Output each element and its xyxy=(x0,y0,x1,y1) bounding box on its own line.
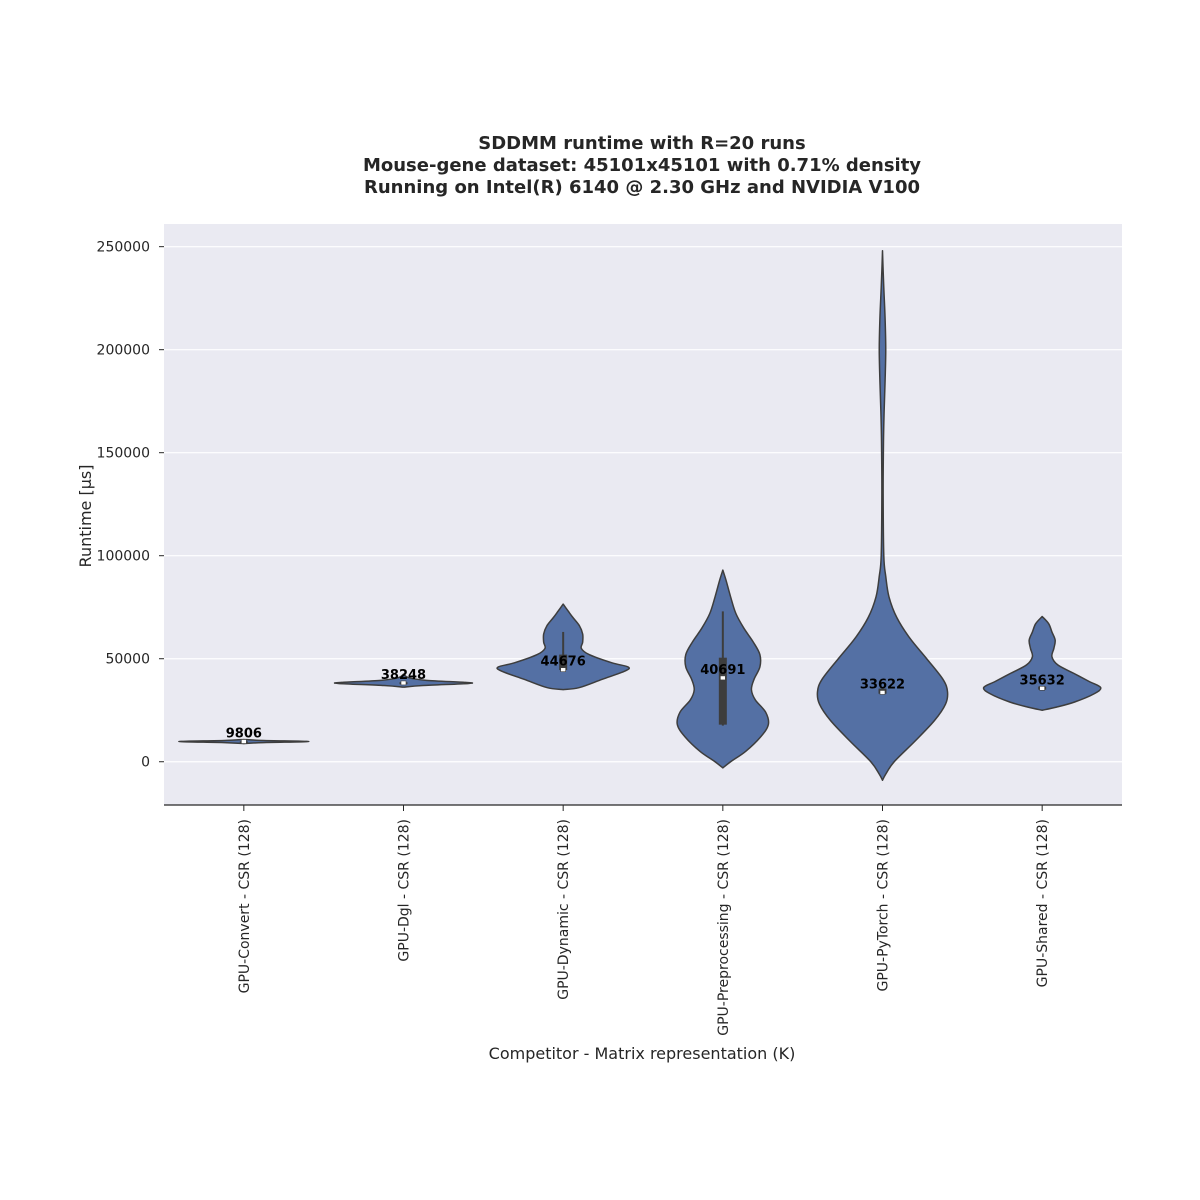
y-axis-label: Runtime [µs] xyxy=(76,465,95,568)
plot-area xyxy=(164,224,1122,805)
y-tick-label: 50000 xyxy=(105,652,150,668)
chart-title-line-1: SDDMM runtime with R=20 runs xyxy=(478,133,805,154)
median-value-label: 9806 xyxy=(226,727,262,742)
chart-title-line-3: Running on Intel(R) 6140 @ 2.30 GHz and … xyxy=(364,177,920,198)
y-tick-label: 250000 xyxy=(97,240,150,256)
median-marker xyxy=(241,739,247,744)
median-marker xyxy=(720,675,726,681)
median-marker xyxy=(400,680,407,686)
violins: 9806 38248 44676 40691 33622 35632 xyxy=(178,250,1102,782)
x-tick-label: GPU-PyTorch - CSR (128) xyxy=(876,819,892,992)
median-marker xyxy=(560,667,566,672)
x-tick-label: GPU-Dgl - CSR (128) xyxy=(397,819,413,962)
violin-group: 9806 xyxy=(178,727,310,745)
x-tick-label: GPU-Dynamic - CSR (128) xyxy=(556,819,572,1000)
x-tick-label: GPU-Shared - CSR (128) xyxy=(1035,819,1051,987)
violin-group: 40691 xyxy=(676,569,770,769)
y-tick-label: 100000 xyxy=(97,549,150,565)
median-value-label: 33622 xyxy=(860,677,905,692)
median-value-label: 38248 xyxy=(381,668,426,683)
x-tick-label: GPU-Convert - CSR (128) xyxy=(237,819,253,993)
y-tick-label: 200000 xyxy=(97,343,150,359)
x-axis-ticks: GPU-Convert - CSR (128) GPU-Dgl - CSR (12… xyxy=(237,805,1051,1036)
y-tick-label: 0 xyxy=(141,755,150,771)
violin-group: 44676 xyxy=(496,603,630,691)
violin-group: 35632 xyxy=(982,615,1102,711)
median-value-label: 35632 xyxy=(1020,673,1065,688)
median-marker xyxy=(879,690,886,695)
gridlines xyxy=(164,246,1122,763)
x-axis-label: Competitor - Matrix representation (K) xyxy=(489,1044,796,1063)
violin-body xyxy=(982,615,1102,711)
x-tick-label: GPU-Preprocessing - CSR (128) xyxy=(716,819,732,1036)
violin-group: 38248 xyxy=(333,668,474,688)
median-marker xyxy=(1039,686,1045,691)
chart-title-line-2: Mouse-gene dataset: 45101x45101 with 0.7… xyxy=(363,155,921,176)
median-value-label: 44676 xyxy=(541,655,586,670)
y-tick-label: 150000 xyxy=(97,446,150,462)
y-axis-ticks: 0 50000 100000 150000 200000 250000 xyxy=(97,240,164,771)
violin-iqr-box xyxy=(559,654,568,671)
violin-iqr-box xyxy=(718,657,727,725)
violin-body xyxy=(816,250,949,782)
chart-title: SDDMM runtime with R=20 runs Mouse-gene … xyxy=(363,133,921,198)
median-value-label: 40691 xyxy=(700,663,745,678)
violin-group: 33622 xyxy=(816,250,949,782)
